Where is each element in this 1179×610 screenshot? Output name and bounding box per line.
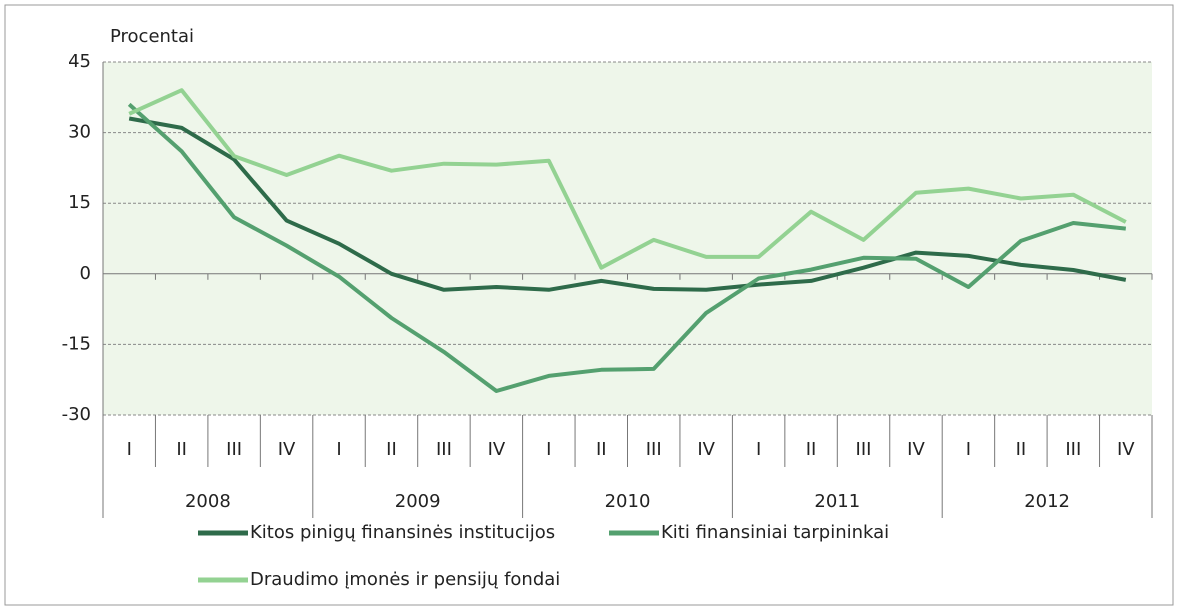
x-tick-label: IV [697, 439, 715, 460]
plot-area [103, 62, 1152, 415]
year-label: 2011 [814, 491, 860, 512]
year-label: 2008 [185, 491, 231, 512]
x-tick-label: IV [488, 439, 506, 460]
x-tick-label: III [436, 439, 452, 460]
x-tick-label: III [646, 439, 662, 460]
y-tick-label: 30 [68, 122, 91, 143]
x-tick-label: I [756, 439, 761, 460]
x-tick-label: II [596, 439, 607, 460]
legend-label: Draudimo įmonės ir pensijų fondai [250, 569, 560, 590]
x-tick-label: II [1016, 439, 1027, 460]
x-tick-label: II [806, 439, 817, 460]
y-tick-label: 45 [68, 51, 91, 72]
legend-label: Kitos pinigų finansinės institucijos [250, 522, 555, 543]
series-line [128, 88, 1127, 270]
x-tick-label: III [226, 439, 242, 460]
y-tick-label: -15 [62, 333, 91, 354]
series-line [127, 102, 1127, 393]
y-tick-label: -30 [62, 404, 91, 425]
legend-label: Kiti finansiniai tarpininkai [661, 522, 889, 543]
y-axis-label: Procentai [110, 26, 194, 47]
x-tick-label: III [1065, 439, 1081, 460]
x-tick-label: I [966, 439, 971, 460]
year-label: 2012 [1024, 491, 1070, 512]
x-tick-label: I [127, 439, 132, 460]
y-tick-label: 15 [68, 192, 91, 213]
x-tick-label: III [856, 439, 872, 460]
x-tick-label: I [546, 439, 551, 460]
x-tick-label: I [336, 439, 341, 460]
year-label: 2009 [395, 491, 441, 512]
series-line [128, 116, 1127, 292]
x-tick-label: II [386, 439, 397, 460]
year-label: 2010 [605, 491, 651, 512]
x-tick-label: IV [278, 439, 296, 460]
x-tick-label: IV [1117, 439, 1135, 460]
y-tick-label: 0 [80, 263, 91, 284]
x-tick-label: II [176, 439, 187, 460]
x-tick-label: IV [907, 439, 925, 460]
